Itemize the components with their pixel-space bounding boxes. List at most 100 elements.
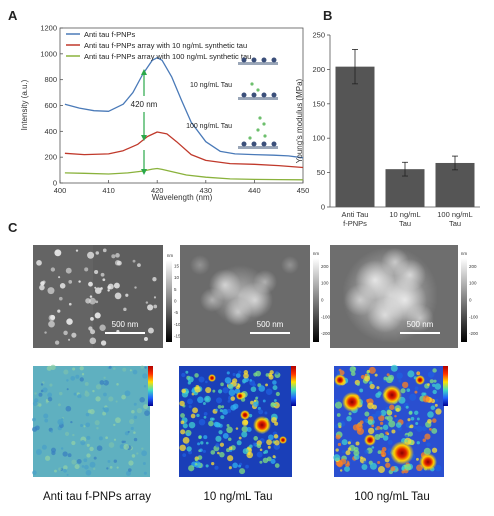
colorbar-ticks: 200 100 0 -100 -200: [321, 264, 331, 336]
map-speckle: [250, 386, 257, 393]
map-speckle: [434, 383, 442, 390]
map-speckle: [108, 396, 114, 402]
particle: [63, 330, 68, 336]
map-speckle: [215, 408, 218, 412]
nanoparticle: [241, 92, 247, 98]
category-labels: Anti Tau f-PNPs 10 ng/mL Tau 100 ng/mL Tau: [342, 210, 473, 228]
map-speckle: [339, 469, 343, 472]
map-speckle: [386, 373, 390, 377]
map-speckle: [133, 402, 137, 406]
particle: [100, 272, 105, 277]
map-speckle: [38, 392, 43, 397]
map-speckle: [382, 424, 389, 431]
arrow-mid-head: [141, 135, 147, 141]
map-speckle: [122, 367, 127, 372]
map-speckle: [363, 460, 368, 465]
map-speckle: [222, 433, 229, 439]
map-speckle: [65, 405, 72, 412]
map-speckle: [395, 422, 402, 428]
map-speckle: [127, 430, 130, 433]
y-tick-label: 1000: [40, 49, 57, 58]
map-speckle: [398, 379, 402, 383]
map-speckle: [241, 426, 249, 433]
map-speckle: [371, 424, 375, 428]
colorbar-tick-label: 10: [174, 275, 180, 280]
particle: [88, 281, 93, 287]
map-speckle: [188, 405, 192, 409]
surface-particles: [36, 248, 158, 346]
map-speckle: [380, 409, 387, 417]
map-speckle: [98, 436, 103, 441]
map-speckle: [96, 445, 103, 452]
map-speckle: [388, 420, 396, 428]
map-speckle: [214, 421, 220, 428]
map-speckle: [226, 424, 230, 428]
particle: [89, 337, 97, 345]
aggregate: [200, 288, 224, 312]
map-speckle: [34, 392, 37, 395]
series-line-3: [64, 167, 304, 181]
map-speckle: [205, 386, 212, 394]
map-speckle: [243, 419, 249, 425]
map-speckle: [72, 433, 75, 437]
map-speckle: [359, 388, 364, 393]
map-speckle: [113, 438, 117, 441]
nanoparticle: [251, 57, 257, 63]
map-speckle: [385, 431, 389, 435]
map-speckle: [212, 389, 216, 393]
colorbar-tick-label: 5: [174, 287, 177, 292]
map-speckle: [196, 413, 200, 418]
map-speckle: [374, 373, 378, 377]
map-speckle: [424, 433, 431, 440]
map-colorbar: [291, 366, 296, 406]
colorbar-ticks: 15 10 5 0 -5 -10 -15: [174, 263, 181, 338]
map-speckle: [226, 426, 233, 434]
map-speckle: [215, 435, 222, 442]
map-speckle: [232, 372, 236, 376]
map-speckle: [429, 427, 432, 431]
schematic-label-100: 100 ng/mL Tau: [186, 123, 232, 130]
map-speckle: [369, 383, 375, 390]
nanoparticle: [261, 92, 267, 98]
map-speckle: [253, 399, 257, 403]
particle: [94, 287, 102, 294]
map-speckle: [337, 422, 342, 427]
map-speckle: [86, 443, 90, 447]
map-speckle: [348, 412, 352, 416]
colorbar-tick-label: -200: [321, 331, 331, 336]
map-speckle: [142, 462, 146, 465]
bar-chart-youngs-modulus: 0 50 100 150 200 250 Anti Tau f-PNPs 10 ng/mL Ta…: [295, 31, 480, 228]
map-speckle: [383, 376, 388, 381]
particle: [90, 329, 96, 335]
map-speckle: [95, 384, 102, 390]
map-speckle: [115, 400, 118, 403]
map-speckle: [384, 457, 390, 463]
schematic-label-10-line1: 10 ng/mL Tau: [190, 82, 232, 89]
particle: [113, 282, 120, 289]
map-speckle: [409, 393, 417, 401]
map-speckle: [190, 413, 196, 419]
stiff-region: [419, 453, 437, 471]
map-speckle: [204, 395, 211, 403]
particle: [95, 251, 99, 255]
map-speckle: [220, 382, 224, 387]
map-speckle: [416, 441, 420, 445]
map-speckle: [129, 369, 132, 372]
map-speckle: [268, 374, 274, 380]
map-speckle: [275, 371, 279, 375]
map-speckle: [133, 431, 136, 434]
map-speckle: [198, 418, 206, 426]
stiff-region: [240, 410, 250, 420]
map-speckle: [235, 427, 239, 430]
particle: [66, 318, 73, 325]
map-speckle: [67, 453, 72, 458]
aggregate: [224, 298, 252, 326]
map-speckle: [96, 427, 99, 430]
map-speckle: [71, 440, 76, 446]
tau-particle: [248, 136, 252, 140]
peak-arrows: 420 nm: [131, 69, 158, 175]
series-line-2: [64, 131, 304, 169]
map-speckle: [368, 366, 376, 374]
map-texture: [32, 364, 150, 476]
panel-letter-b: B: [323, 8, 332, 23]
